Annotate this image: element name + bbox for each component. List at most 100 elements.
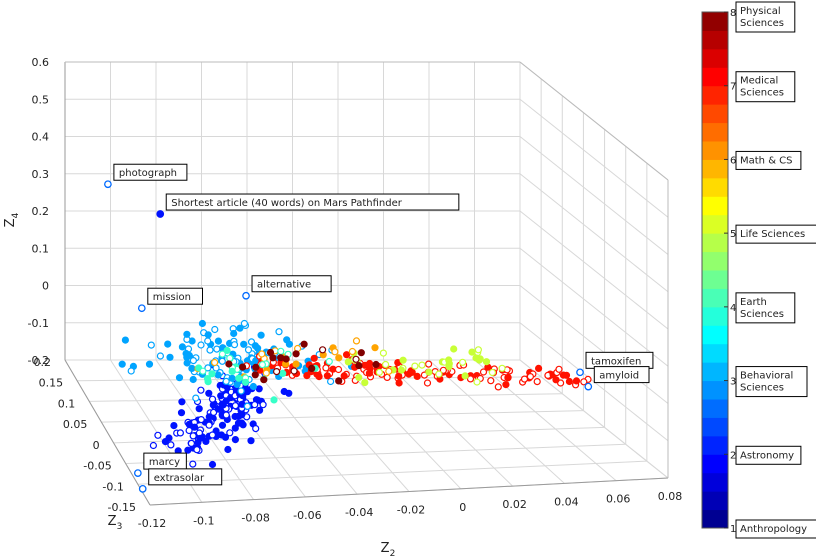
data-point (183, 353, 191, 361)
y-tick-label: -0.05 (83, 460, 111, 473)
annotation-point (242, 291, 250, 300)
colorbar-segment (702, 491, 728, 511)
data-point (344, 358, 352, 366)
data-point (226, 429, 234, 437)
data-point (459, 358, 467, 366)
annotation-point (137, 304, 146, 313)
colorbar-category-box (735, 366, 808, 398)
data-point (282, 355, 290, 363)
data-point (185, 426, 193, 435)
annotation-label: extrasolar (154, 473, 205, 484)
data-point (473, 378, 481, 386)
data-point (223, 346, 231, 355)
data-point (279, 369, 287, 377)
colorbar-segment (702, 67, 728, 87)
data-point (252, 363, 260, 371)
colorbar-category-label: Math & CS (740, 155, 793, 166)
annotation-point (156, 210, 165, 218)
data-point (355, 373, 363, 382)
data-point (256, 406, 264, 414)
data-point (221, 433, 230, 441)
z-tick-label: -0.1 (28, 317, 49, 330)
data-point (357, 349, 365, 357)
data-point (233, 380, 241, 389)
grid-line (383, 359, 513, 487)
grid-line (474, 359, 617, 482)
data-point (243, 402, 251, 410)
data-point (118, 360, 126, 368)
data-point (468, 348, 476, 356)
data-point (482, 358, 491, 366)
data-point (156, 352, 164, 360)
data-point (385, 367, 393, 375)
colorbar-segment (702, 122, 728, 142)
data-point (231, 436, 239, 444)
data-point (149, 441, 157, 450)
data-point (187, 439, 195, 447)
data-point (300, 340, 308, 348)
annotation-box (251, 275, 332, 293)
data-point (211, 325, 219, 334)
data-point (335, 377, 343, 385)
data-point (280, 387, 288, 396)
data-point (193, 446, 201, 454)
data-point (275, 328, 283, 336)
data-point (195, 405, 203, 413)
colorbar-category-label: Medical (740, 76, 778, 87)
data-point (208, 460, 217, 469)
data-point (198, 319, 206, 328)
y-tick-label: -0.1 (102, 480, 123, 493)
annotation-label: alternative (257, 280, 311, 291)
grid-line (137, 460, 647, 485)
data-point (240, 340, 248, 348)
data-point (476, 355, 484, 363)
colorbar-segment (702, 251, 728, 271)
data-point (231, 424, 239, 432)
data-point (249, 382, 257, 391)
z-axis-label: Z4 (3, 212, 21, 227)
grid-line (519, 210, 669, 330)
axis-grid (64, 61, 669, 506)
data-point (214, 337, 222, 345)
z-tick-label: 0.2 (32, 205, 50, 218)
data-point (450, 345, 458, 353)
colorbar-category-box (735, 71, 796, 103)
data-point (237, 387, 245, 395)
data-point (411, 362, 419, 370)
data-point (204, 337, 212, 345)
data-point (196, 434, 204, 442)
data-point (214, 405, 222, 413)
data-point (147, 341, 155, 349)
axis-edge (64, 359, 151, 506)
data-point (224, 445, 232, 454)
annotation-label: photograph (119, 168, 177, 179)
x-tick-label: -0.1 (193, 514, 214, 527)
data-point (251, 401, 259, 409)
data-point (270, 396, 278, 404)
data-point (439, 366, 447, 374)
colorbar-category-label: Earth (740, 297, 767, 308)
data-point (235, 374, 243, 382)
data-point (552, 376, 560, 384)
data-point (183, 330, 191, 338)
y-axis-label: Z3 (108, 514, 123, 532)
data-point (236, 324, 244, 332)
colorbar-segment (702, 48, 728, 68)
data-point (366, 359, 374, 368)
colorbar-segment (702, 306, 728, 326)
data-point (203, 375, 212, 383)
data-point (334, 365, 343, 374)
data-point (222, 411, 230, 419)
data-point (352, 355, 360, 363)
data-point (580, 378, 588, 386)
data-point (177, 409, 186, 417)
data-point (383, 373, 391, 381)
data-point (251, 371, 259, 379)
data-point (408, 368, 416, 376)
data-point (319, 346, 327, 354)
y-tick-label: 0.05 (63, 418, 88, 431)
data-point (266, 348, 275, 357)
data-point (176, 429, 184, 437)
data-point (502, 381, 510, 389)
